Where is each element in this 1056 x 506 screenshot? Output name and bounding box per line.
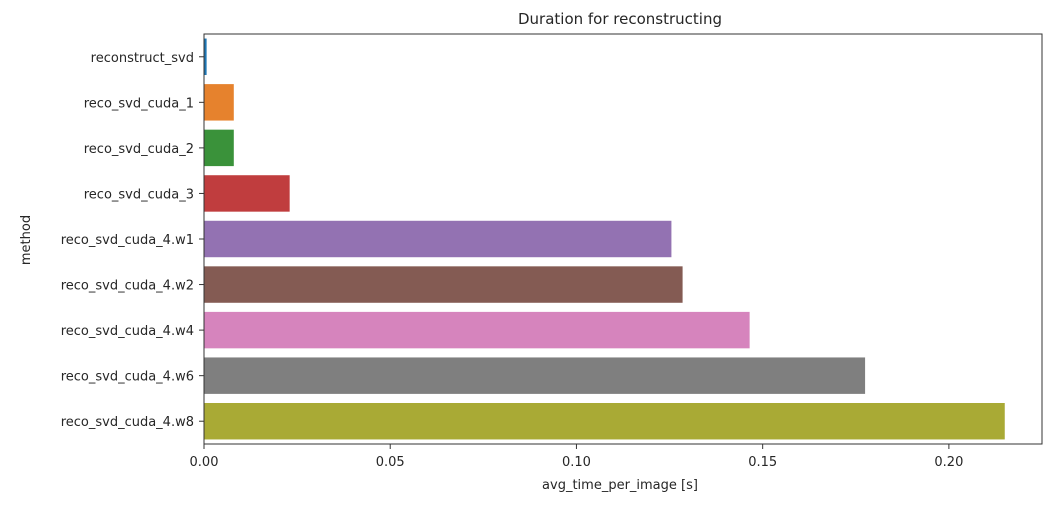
y-tick-label: reconstruct_svd [91,51,194,66]
bar-reco-svd-cuda-4-w6 [204,357,866,394]
y-tick-label: reco_svd_cuda_1 [84,96,194,111]
y-tick-label: reco_svd_cuda_3 [84,187,194,202]
y-tick-label: reco_svd_cuda_4.w2 [61,279,194,294]
bar-reco-svd-cuda-3 [204,175,290,212]
bar-reco-svd-cuda-4-w1 [204,220,672,258]
y-ticks-group: reconstruct_svd reco_svd_cuda_1 reco_svd_c… [61,51,204,430]
y-tick-label: reco_svd_cuda_4.w4 [61,324,194,339]
bar-reco-svd-cuda-1 [204,84,234,121]
bars-group [204,38,1005,440]
x-axis-label: avg_time_per_image [s] [542,478,698,493]
bar-reco-svd-cuda-4-w4 [204,311,750,349]
x-tick-label: 0.20 [934,455,963,470]
chart-title: Duration for reconstructing [518,10,722,28]
bar-reco-svd-cuda-2 [204,129,234,167]
x-tick-label: 0.10 [562,455,591,470]
x-tick-label: 0.15 [748,455,777,470]
x-ticks-group: 0.00 0.05 0.10 0.15 0.20 [190,444,963,470]
x-tick-label: 0.05 [376,455,405,470]
y-tick-label: reco_svd_cuda_2 [84,142,194,157]
x-tick-label: 0.00 [190,455,219,470]
bar-reco-svd-cuda-4-w8 [204,403,1005,440]
y-tick-label: reco_svd_cuda_4.w1 [61,233,194,248]
y-axis-label: method [19,215,34,265]
y-tick-label: reco_svd_cuda_4.w6 [61,370,194,385]
y-tick-label: reco_svd_cuda_4.w8 [61,415,194,430]
plot-frame [203,33,1043,445]
bar-reconstruct-svd [204,38,207,75]
bar-reco-svd-cuda-4-w2 [204,266,683,303]
